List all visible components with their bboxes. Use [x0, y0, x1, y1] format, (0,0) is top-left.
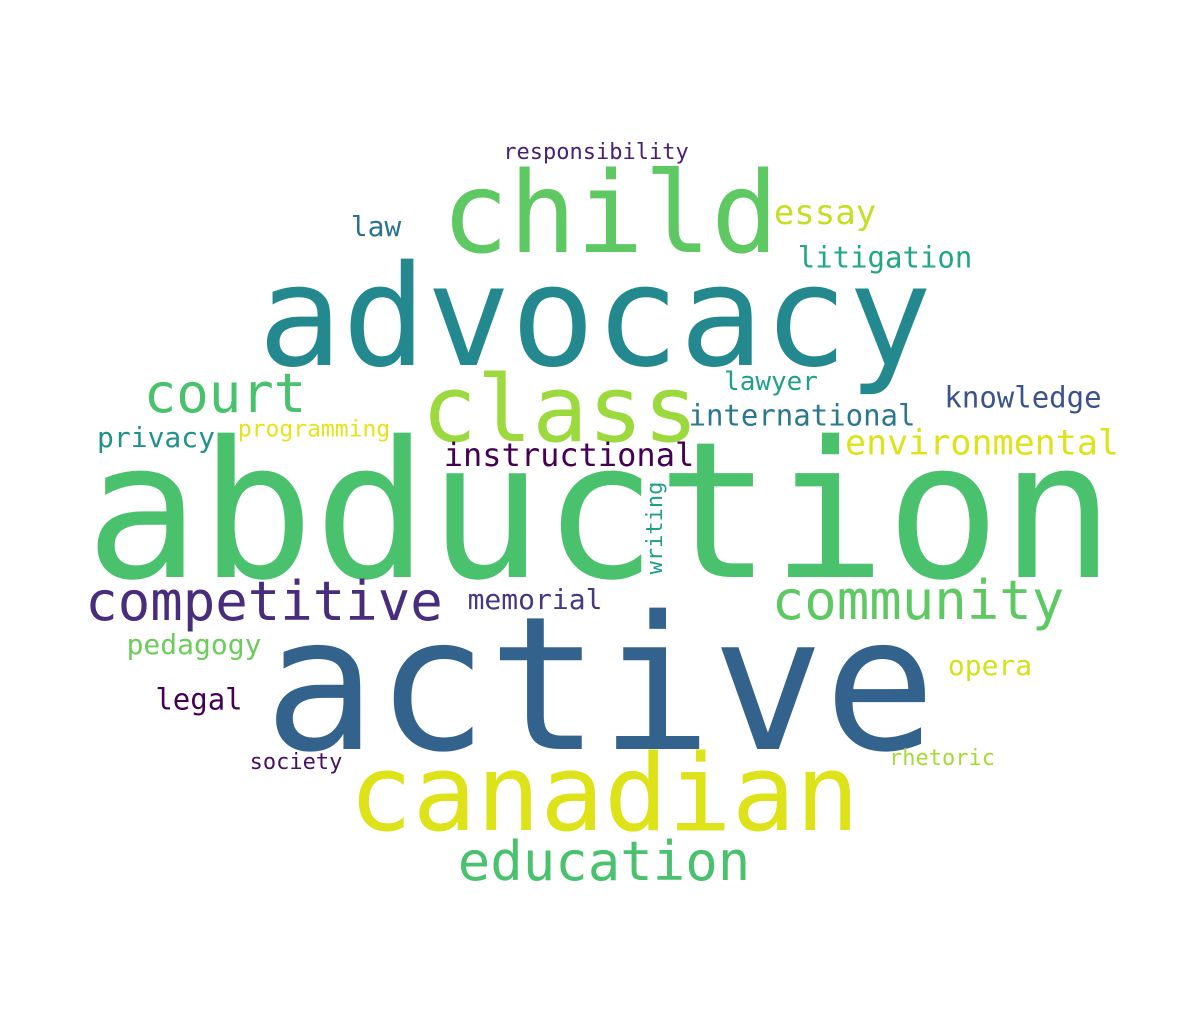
word-society: society: [249, 750, 343, 775]
word-responsibility: responsibility: [503, 140, 689, 165]
word-advocacy: advocacy: [257, 236, 933, 399]
word-instructional: instructional: [443, 436, 695, 474]
word-international: international: [688, 398, 916, 433]
word-litigation: litigation: [797, 240, 973, 275]
word-writing: writing: [643, 481, 668, 575]
word-court: court: [143, 362, 307, 425]
word-lawyer: lawyer: [724, 367, 818, 397]
word-legal: legal: [155, 682, 243, 717]
word-competitive: competitive: [85, 570, 443, 633]
word-active: active: [264, 576, 936, 793]
word-opera: opera: [947, 649, 1033, 682]
word-canadian: canadian: [348, 732, 860, 855]
word-abduction: abduction: [85, 401, 1115, 622]
word-privacy: privacy: [96, 421, 216, 454]
word-pedagogy: pedagogy: [126, 628, 262, 661]
word-memorial: memorial: [467, 583, 603, 616]
word-child: child: [441, 149, 779, 279]
word-programming: programming: [237, 416, 391, 443]
word-education: education: [457, 830, 751, 893]
word-knowledge: knowledge: [944, 380, 1102, 415]
word-community: community: [771, 569, 1065, 632]
word-environmental: environmental: [845, 423, 1119, 464]
word-rhetoric: rhetoric: [889, 746, 995, 771]
word-law: law: [350, 210, 402, 243]
word-essay: essay: [773, 193, 877, 233]
word-class: class: [421, 356, 699, 463]
